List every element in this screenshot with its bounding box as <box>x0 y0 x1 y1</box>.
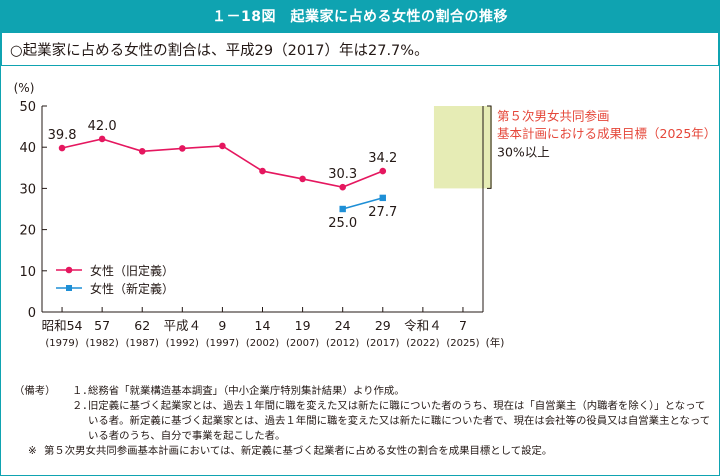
y-tick-label: 20 <box>19 224 36 239</box>
target-band <box>433 106 492 189</box>
y-tick-label: 50 <box>19 100 36 115</box>
x-tick-label-era: 7 <box>459 318 467 333</box>
data-point <box>379 167 387 175</box>
note-2-text: 旧定義に基づく起業家とは、過去１年間に職を変えた又は新たに職についた者のうち、現… <box>88 400 711 442</box>
data-point <box>219 142 226 150</box>
x-tick-label-era: 平成４ <box>164 318 202 333</box>
figure-title: １－18図 起業家に占める女性の割合の推移 <box>0 0 720 32</box>
note-1-number: １． <box>72 385 93 397</box>
x-tick-label-year: (2025) <box>446 338 479 349</box>
x-tick-label-era: 9 <box>218 318 226 333</box>
x-tick-label-era: 57 <box>94 318 110 333</box>
x-tick-label-era: 62 <box>134 318 150 333</box>
legend-marker <box>66 285 72 291</box>
x-tick-label-year: (2012) <box>326 338 359 349</box>
x-tick-label-era: 24 <box>335 318 351 333</box>
x-tick-label-year: (2002) <box>246 338 279 349</box>
x-tick-label-year: (2007) <box>286 338 319 349</box>
target-annotation-line1: 第５次男女共同参画 <box>497 108 610 123</box>
data-point <box>259 167 266 175</box>
data-label: 25.0 <box>328 216 357 231</box>
summary-text: ○起業家に占める女性の割合は、平成29（2017）年は27.7%。 <box>1 32 719 66</box>
target-annotation-line2: 基本計画における成果目標（2025年） <box>497 126 716 141</box>
data-point <box>339 183 346 191</box>
x-tick-label-era: 14 <box>255 318 271 333</box>
notes-label: （備考） <box>14 385 56 397</box>
note-2: ２． 旧定義に基づく起業家とは、過去１年間に職を変えた又は新たに職についた者のう… <box>14 399 714 444</box>
y-tick-label: 40 <box>19 141 36 156</box>
x-tick-label-era: 29 <box>375 318 391 333</box>
x-tick-label-era: 昭和54 <box>42 318 83 333</box>
data-point <box>379 194 386 202</box>
footnote-mark: ※ <box>28 445 37 457</box>
footnote: ※ 第５次男女共同参画基本計画においては、新定義に基づく起業者に占める女性の割合… <box>14 444 714 459</box>
note-1-text: 総務省「就業構造基本調査」（中小企業庁特別集計結果）より作成。 <box>88 385 405 397</box>
data-label: 42.0 <box>88 119 117 134</box>
footnote-text: 第５次男女共同参画基本計画においては、新定義に基づく起業者に占める女性の割合を成… <box>44 445 553 457</box>
data-point <box>138 148 146 155</box>
legend-marker <box>65 266 73 274</box>
x-tick-label-year: (1987) <box>126 338 159 349</box>
x-tick-label-year: (1982) <box>86 338 119 349</box>
legend-label: 女性（新定義） <box>90 281 174 296</box>
legend-label: 女性（旧定義） <box>90 263 174 278</box>
x-tick-label-year: (1992) <box>166 338 199 349</box>
note-1: （備考） １． 総務省「就業構造基本調査」（中小企業庁特別集計結果）より作成。 <box>14 384 714 399</box>
data-label: 30.3 <box>328 167 357 182</box>
data-point <box>98 135 106 143</box>
notes: （備考） １． 総務省「就業構造基本調査」（中小企業庁特別集計結果）より作成。 … <box>14 384 714 459</box>
x-tick-label-year: (1979) <box>45 338 78 349</box>
note-2-number: ２． <box>72 400 93 412</box>
target-annotation-line3: 30%以上 <box>497 144 550 159</box>
y-axis-unit: (%) <box>14 81 35 95</box>
x-tick-label-year: (1997) <box>206 338 239 349</box>
x-tick-label-year: (2022) <box>406 338 439 349</box>
line-chart: 0 10 20 30 40 50 (%) 昭和54 (1979) 57 (1982) 62 (1987)… <box>14 81 717 349</box>
x-tick-label-era: 19 <box>295 318 311 333</box>
x-tick-label-era: 令和４ <box>404 318 442 333</box>
x-tick-label-year: (2017) <box>366 338 399 349</box>
y-tick-label: 0 <box>28 306 36 321</box>
data-point <box>339 205 346 213</box>
x-axis-unit: (年) <box>486 336 505 349</box>
y-tick-label: 30 <box>19 182 36 197</box>
series-line-2 <box>342 197 383 210</box>
data-label: 39.8 <box>48 128 77 143</box>
data-point <box>58 144 66 152</box>
data-point <box>179 145 186 152</box>
data-label: 34.2 <box>368 151 397 166</box>
target-bracket <box>487 105 492 189</box>
data-label: 27.7 <box>368 205 397 220</box>
y-tick-label: 10 <box>19 265 36 280</box>
data-point <box>299 175 306 183</box>
